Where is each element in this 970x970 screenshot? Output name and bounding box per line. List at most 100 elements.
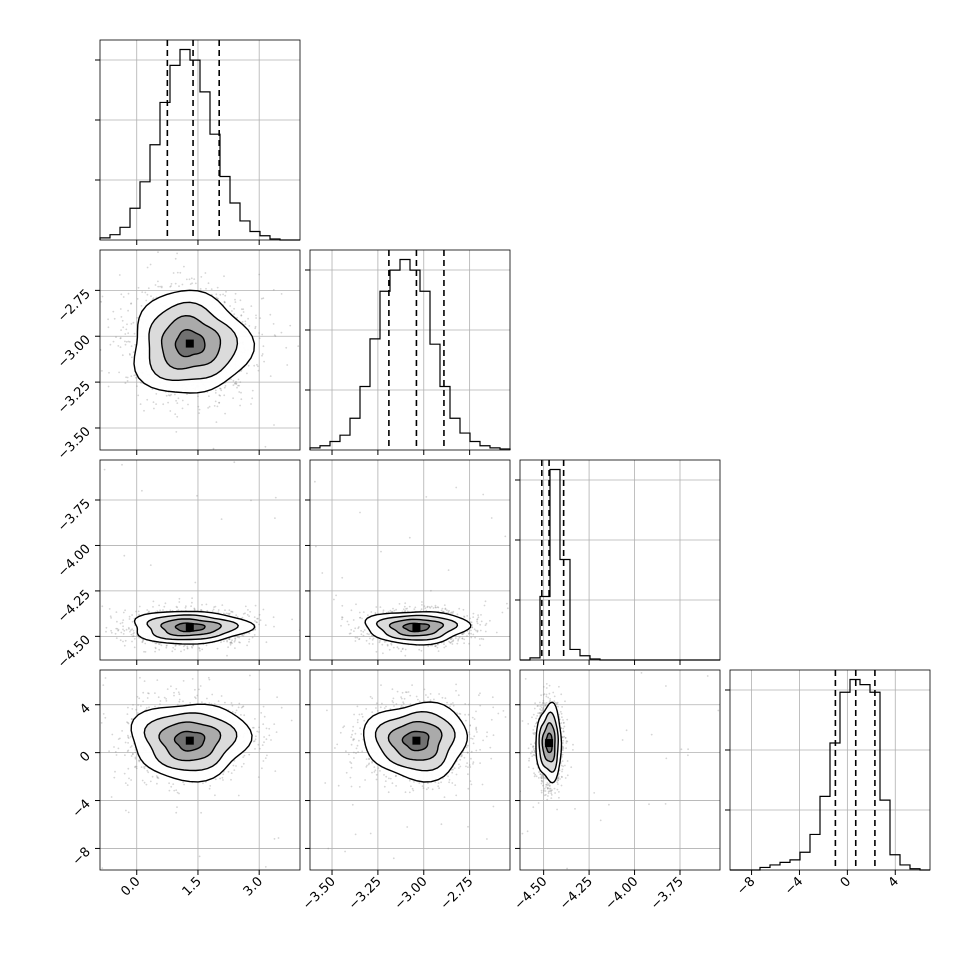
sample-point: [226, 639, 229, 642]
sample-point: [144, 651, 147, 653]
sample-point: [254, 620, 256, 622]
sample-point: [346, 620, 349, 623]
sample-point: [158, 643, 161, 646]
sample-point: [435, 606, 437, 609]
sample-point: [241, 616, 244, 619]
sample-point: [130, 345, 133, 348]
sample-point: [248, 632, 251, 635]
sample-point: [197, 405, 200, 408]
sample-point: [443, 604, 446, 606]
sample-point: [247, 609, 249, 611]
sample-point: [122, 619, 125, 621]
sample-point: [122, 633, 125, 635]
sample-point: [234, 292, 237, 295]
sample-point: [506, 607, 509, 610]
sample-point: [228, 638, 231, 640]
sample-point: [134, 765, 137, 768]
sample-point: [275, 731, 278, 733]
sample-point: [371, 643, 374, 645]
sample-point: [206, 609, 209, 612]
sample-point: [146, 398, 149, 401]
sample-point: [205, 603, 208, 606]
sample-point: [122, 611, 125, 614]
sample-point: [165, 698, 168, 700]
sample-point: [390, 643, 393, 646]
sample-point: [290, 719, 293, 722]
sample-point: [220, 695, 223, 697]
sample-point: [248, 640, 250, 643]
sample-point: [154, 705, 156, 708]
sample-point: [401, 610, 404, 613]
sample-point: [199, 649, 201, 652]
sample-point: [82, 374, 84, 376]
sample-point: [123, 554, 126, 557]
sample-point: [451, 637, 453, 640]
sample-point: [273, 723, 276, 725]
sample-point: [177, 691, 180, 694]
sample-point: [239, 299, 242, 302]
sample-point: [159, 285, 162, 288]
sample-point: [380, 550, 382, 553]
sample-point: [130, 302, 133, 305]
sample-point: [185, 278, 188, 281]
sample-point: [262, 345, 265, 348]
sample-point: [269, 375, 272, 377]
sample-point: [483, 604, 486, 607]
sample-point: [222, 293, 225, 296]
sample-point: [258, 731, 260, 733]
sample-point: [156, 776, 159, 779]
sample-point: [238, 641, 241, 644]
sample-point: [124, 382, 127, 384]
sample-point: [472, 612, 475, 615]
sample-point: [184, 606, 187, 609]
sample-point: [145, 783, 148, 786]
sample-point: [138, 759, 141, 762]
sample-point: [427, 605, 429, 608]
sample-point: [215, 421, 218, 423]
sample-point: [255, 621, 258, 624]
sample-point: [117, 345, 120, 347]
sample-point: [219, 387, 221, 390]
sample-point: [167, 394, 170, 396]
sample-point: [137, 610, 140, 613]
sample-point: [321, 572, 324, 574]
sample-point: [221, 604, 224, 606]
histogram-2: [520, 468, 720, 661]
sample-point: [127, 626, 130, 629]
sample-point: [462, 633, 464, 635]
scatter-panel-2-0: [99, 459, 301, 661]
sample-point: [164, 602, 167, 605]
sample-point: [130, 303, 132, 305]
sample-point: [449, 638, 452, 640]
sample-point: [140, 766, 143, 768]
sample-point: [255, 314, 257, 317]
sample-point: [132, 629, 135, 632]
sample-point: [480, 614, 482, 616]
sample-point: [468, 642, 470, 645]
sample-point: [234, 637, 237, 640]
sample-point: [216, 647, 219, 650]
sample-point: [404, 648, 407, 651]
sample-point: [246, 644, 249, 647]
sample-point: [198, 408, 201, 411]
sample-point: [158, 648, 161, 651]
sample-point: [254, 718, 256, 720]
sample-point: [443, 643, 445, 645]
sample-point: [489, 619, 491, 622]
sample-point: [463, 642, 465, 645]
panel-frame: [99, 39, 301, 241]
sample-point: [226, 640, 229, 643]
sample-point: [227, 770, 230, 773]
sample-point: [425, 496, 428, 498]
sample-point: [469, 617, 471, 620]
sample-point: [117, 747, 120, 750]
sample-point: [244, 612, 246, 615]
scatter-panel-2-1: [309, 459, 511, 661]
sample-point: [379, 639, 381, 642]
sample-point: [149, 564, 152, 566]
sample-point: [231, 611, 234, 613]
sample-point: [124, 343, 127, 346]
sample-point: [358, 611, 361, 614]
sample-point: [215, 293, 218, 296]
sample-point: [463, 638, 466, 641]
